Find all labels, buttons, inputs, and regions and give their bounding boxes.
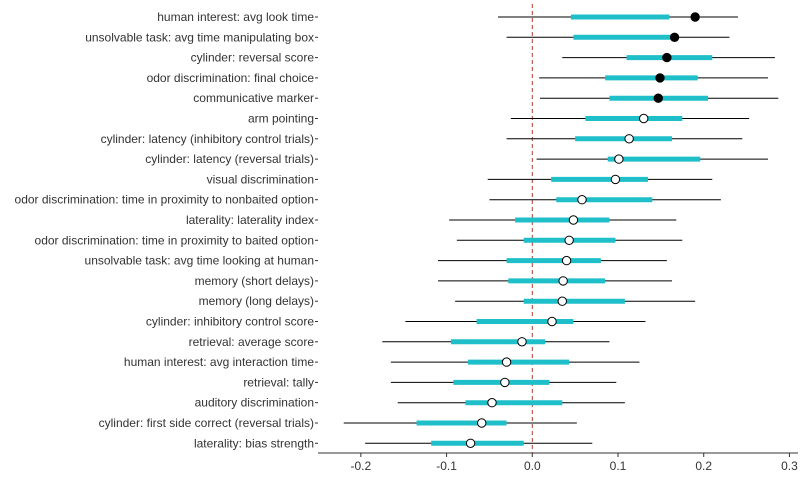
- point-estimate-open: [564, 235, 574, 246]
- point-estimate-open: [465, 438, 476, 448]
- x-tick-label: 0.1: [610, 459, 627, 473]
- point-estimate-filled: [669, 32, 680, 42]
- row-label: arm pointing: [248, 112, 314, 126]
- row-label: retrieval: tally: [243, 375, 314, 389]
- point-estimate-open: [610, 174, 621, 185]
- point-estimate-open: [568, 215, 579, 225]
- row-label: memory (long delays): [199, 294, 314, 308]
- row-label: retrieval: average score: [189, 335, 315, 349]
- row-label: cylinder: inhibitory control score: [146, 315, 314, 329]
- row-labels: human interest: avg look time unsolvable …: [15, 10, 318, 450]
- row-label: visual discrimination: [207, 172, 314, 186]
- row-label: laterality: laterality index: [186, 213, 314, 227]
- row-label: odor discrimination: final choice: [147, 71, 315, 85]
- point-estimate-open: [577, 195, 587, 205]
- row-label: communicative marker: [193, 91, 314, 105]
- row-label: cylinder: latency (reversal trials): [145, 152, 314, 166]
- x-tick-label: -0.2: [351, 459, 372, 473]
- row-label: odor discrimination: time in proximity t…: [15, 193, 314, 207]
- point-estimate-open: [517, 337, 527, 347]
- x-tick-label: -0.1: [436, 459, 457, 473]
- row-label: cylinder: first side correct (reversal t…: [99, 416, 314, 430]
- row-label: laterality: bias strength: [194, 436, 314, 450]
- point-estimate-open: [547, 316, 557, 327]
- x-axis-ticks: -0.2 -0.1 0.0 0.1 0.2 0.3: [351, 453, 798, 473]
- x-tick-label: 0.0: [524, 459, 541, 473]
- point-estimate-open: [624, 134, 634, 144]
- row-label: human interest: avg interaction time: [124, 355, 314, 369]
- point-estimate-open: [639, 113, 649, 124]
- row-label: odor discrimination: time in proximity t…: [35, 233, 314, 247]
- point-estimate-open: [561, 255, 572, 266]
- x-tick-label: 0.3: [781, 459, 798, 473]
- row-label: unsolvable task: avg time manipulating b…: [85, 30, 314, 44]
- plot-area: [318, 4, 798, 454]
- row-label: auditory discrimination: [195, 396, 314, 410]
- point-estimate-open: [557, 296, 567, 306]
- point-estimate-open: [558, 276, 568, 286]
- point-estimate-open: [614, 154, 624, 164]
- row-label: unsolvable task: avg time looking at hum…: [85, 254, 314, 268]
- row-label: cylinder: latency (inhibitory control tr…: [101, 132, 314, 146]
- row-label: cylinder: reversal score: [191, 51, 315, 65]
- row-label: memory (short delays): [195, 274, 314, 288]
- x-tick-label: 0.2: [695, 459, 712, 473]
- point-estimate-open: [500, 377, 510, 388]
- row-label: human interest: avg look time: [157, 10, 314, 24]
- point-estimate-open: [501, 357, 512, 367]
- point-estimate-filled: [653, 93, 663, 103]
- point-estimate-filled: [655, 73, 665, 83]
- point-estimate-open: [477, 418, 487, 428]
- point-estimate-filled: [690, 12, 700, 22]
- interval-rows: [343, 12, 779, 448]
- point-estimate-filled: [662, 52, 672, 63]
- point-estimate-open: [487, 398, 497, 408]
